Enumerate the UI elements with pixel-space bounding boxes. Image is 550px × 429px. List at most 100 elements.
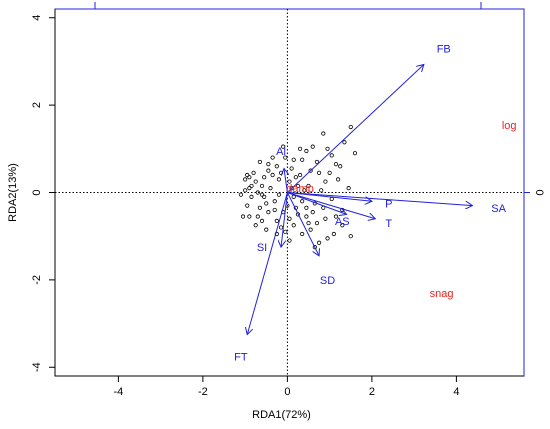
sample-point — [264, 201, 269, 206]
sample-point — [308, 227, 313, 232]
sample-point — [247, 175, 252, 180]
sample-point — [295, 183, 301, 189]
sample-point — [247, 186, 252, 191]
sample-point — [310, 144, 315, 149]
vector-arrow-sa — [287, 192, 472, 206]
sample-point — [308, 168, 313, 173]
sample-point — [323, 179, 328, 184]
vector-arrow-p — [287, 192, 372, 202]
sample-point — [316, 240, 322, 245]
sample-point — [348, 124, 353, 130]
y-axis-tick-label: -2 — [31, 275, 43, 285]
sample-point — [335, 177, 341, 182]
sample-point — [268, 186, 273, 191]
sample-point — [327, 170, 332, 175]
sample-point — [278, 225, 284, 230]
sample-point — [253, 179, 258, 184]
sample-point — [300, 157, 305, 162]
sample-point — [259, 218, 265, 223]
sample-point — [331, 231, 336, 237]
sample-point — [266, 162, 271, 167]
vector-label-t: T — [385, 218, 392, 230]
sample-point — [247, 214, 252, 219]
sample-point — [325, 146, 330, 151]
x-axis-tick-label: -4 — [113, 386, 123, 398]
sample-point — [346, 186, 351, 191]
y-axis-tick-label: -4 — [31, 362, 43, 372]
sample-point — [274, 218, 279, 223]
sample-point — [257, 205, 263, 210]
sample-point — [281, 144, 286, 149]
sample-point — [314, 159, 320, 165]
right-axis-tick-label: 0 — [533, 189, 545, 195]
vector-arrow-ft — [247, 192, 288, 335]
sample-point — [348, 234, 353, 239]
sample-point — [340, 223, 345, 228]
sample-point — [272, 199, 277, 204]
sample-point — [257, 159, 263, 165]
sample-point — [338, 164, 343, 169]
vector-label-si: SI — [257, 242, 267, 254]
sample-point — [300, 231, 305, 237]
sample-point — [283, 155, 288, 160]
vector-arrow-sd — [286, 192, 319, 256]
vector-arrow-al — [284, 168, 287, 193]
vector-arrow-si — [281, 192, 288, 248]
category-label-snag: snag — [430, 288, 454, 300]
sample-point — [287, 216, 292, 221]
y-axis-title: RDA2(13%) — [7, 163, 19, 222]
sample-point — [304, 205, 309, 210]
sample-point — [306, 183, 311, 189]
sample-point — [259, 183, 265, 189]
sample-point — [276, 177, 282, 182]
sample-point — [283, 229, 288, 234]
vector-label-sa: SA — [491, 203, 506, 215]
sample-point — [272, 207, 277, 213]
sample-point — [314, 220, 320, 226]
sample-point — [289, 186, 294, 191]
sample-point — [264, 227, 269, 232]
x-axis-tick-label: -2 — [198, 386, 208, 398]
sample-point — [245, 203, 250, 208]
sample-point — [245, 172, 250, 178]
sample-point — [323, 216, 328, 221]
sample-point — [352, 151, 358, 156]
x-axis-title: RDA1(72%) — [252, 409, 311, 421]
sample-point — [302, 188, 307, 193]
sample-point — [316, 170, 322, 175]
sample-point — [329, 153, 334, 158]
vector-label-p: P — [385, 198, 392, 210]
sample-point — [270, 172, 275, 178]
sample-point — [249, 194, 254, 199]
vector-label-sd: SD — [320, 275, 335, 287]
sample-point — [249, 183, 254, 189]
sample-point — [325, 236, 330, 241]
y-axis-tick-label: 0 — [31, 189, 43, 195]
sample-point — [255, 214, 260, 219]
x-axis-tick-label: 0 — [284, 386, 290, 398]
sample-point — [240, 214, 246, 219]
vector-arrow-fb — [287, 64, 423, 193]
sample-point — [287, 179, 292, 184]
sample-point — [319, 188, 324, 193]
sample-point — [329, 196, 334, 202]
x-axis-tick-label: 2 — [369, 386, 375, 398]
sample-point — [251, 170, 256, 175]
sample-point — [266, 168, 271, 173]
category-label-log: log — [502, 120, 517, 132]
sample-point — [300, 199, 305, 204]
vector-label-ft: FT — [234, 351, 248, 363]
sample-point — [274, 164, 279, 169]
category-label-damp: damp — [286, 183, 314, 195]
vector-arrow-as — [287, 192, 346, 215]
sample-point — [333, 162, 339, 167]
sample-point — [306, 220, 311, 226]
sample-point — [342, 140, 347, 145]
y-axis-tick-label: 4 — [31, 15, 43, 21]
sample-point — [243, 188, 248, 193]
sample-point — [274, 231, 279, 237]
sample-point — [321, 131, 326, 136]
sample-point — [297, 172, 303, 178]
sample-point — [262, 194, 267, 199]
y-axis-tick-label: 2 — [31, 102, 43, 108]
